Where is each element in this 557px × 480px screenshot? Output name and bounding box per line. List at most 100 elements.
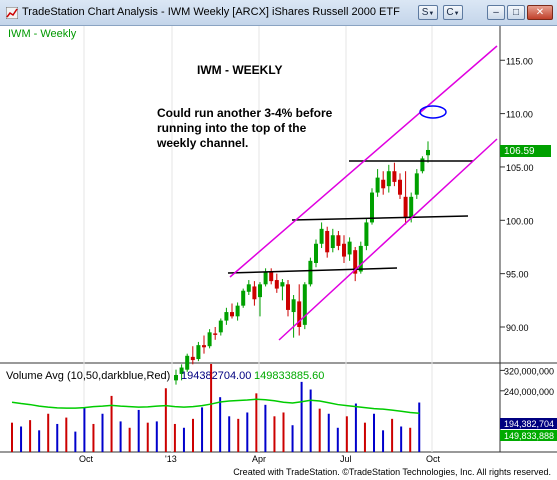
candle-body	[342, 243, 346, 257]
volume-tag-2	[500, 430, 557, 441]
app-icon	[6, 7, 18, 19]
candle-body	[302, 284, 307, 325]
volume-tick-label: 320,000,000	[504, 366, 554, 376]
candle-body	[218, 320, 223, 333]
chevron-down-icon: ▼	[428, 11, 435, 17]
candle-body	[370, 192, 374, 223]
support-line-100[interactable]	[291, 215, 469, 221]
channel-upper[interactable]	[229, 45, 498, 278]
price-tick-label: 95.00	[506, 270, 529, 280]
maximize-icon: □	[512, 7, 520, 18]
close-button[interactable]: ✕	[527, 5, 553, 20]
x-tick-apr: Apr	[252, 454, 266, 464]
candle-body	[358, 245, 363, 272]
candle-body	[375, 177, 380, 193]
chevron-down-icon: ▼	[453, 11, 460, 17]
candle-body	[269, 271, 274, 282]
maximize-button[interactable]: □	[507, 5, 525, 20]
candle-body	[241, 290, 246, 306]
series-label: IWM - Weekly	[8, 28, 77, 40]
volume-label: Volume Avg (10,50,darkblue,Red)	[6, 370, 170, 382]
candle-body	[308, 260, 313, 285]
candle-body	[280, 282, 285, 287]
candle-body	[174, 375, 178, 381]
title-bar: TradeStation Chart Analysis - IWM Weekly…	[0, 0, 557, 26]
volume-tick-label: 240,000,000	[504, 387, 554, 397]
candle-body	[274, 280, 279, 289]
candle-body	[246, 284, 251, 292]
candle-body	[207, 332, 212, 347]
s-button[interactable]: S▼	[418, 5, 438, 20]
annotation-line-3: weekly channel.	[156, 136, 248, 150]
candle-body	[353, 250, 358, 274]
price-axis	[500, 26, 557, 467]
volume-value-2: 149833885.60	[254, 370, 324, 382]
target-ellipse[interactable]	[419, 105, 447, 119]
candle-body	[202, 345, 206, 348]
chart-area[interactable]: 115.00 110.00 105.00 100.00 95.00 90.00 320,0…	[0, 26, 557, 467]
candle-body	[213, 333, 218, 335]
price-tick-label: 110.00	[506, 110, 533, 120]
support-line-95[interactable]	[227, 267, 398, 274]
volume-value-1: 194382704.00	[181, 370, 251, 382]
candle-body	[235, 305, 240, 317]
x-tick-oct-2: Oct	[426, 454, 441, 464]
candle-body	[403, 196, 408, 219]
footer: Created with TradeStation. ©TradeStation…	[0, 467, 557, 480]
candle-body	[392, 171, 397, 182]
candle-body	[336, 235, 341, 246]
candle-body	[286, 284, 290, 310]
last-price-tag	[500, 145, 551, 157]
candle-body	[381, 179, 386, 189]
price-ticks: 115.00 110.00 105.00 100.00 95.00 90.00	[500, 56, 534, 333]
candle-body	[291, 299, 296, 313]
price-tick-label: 115.00	[506, 56, 533, 66]
candle-body	[252, 286, 257, 300]
candle-body	[398, 179, 402, 195]
candle-body	[364, 222, 369, 246]
last-price: 106.59	[504, 146, 535, 157]
candle-body	[386, 171, 391, 187]
candle-body	[297, 301, 302, 327]
minimize-icon: –	[493, 7, 499, 18]
window-title: TradeStation Chart Analysis - IWM Weekly…	[22, 6, 400, 18]
c-button[interactable]: C▼	[443, 5, 463, 20]
price-tick-label: 105.00	[506, 163, 534, 173]
candle-body	[414, 173, 419, 195]
candles	[174, 141, 430, 385]
volume-tag-2-text: 149,833,888	[504, 431, 554, 441]
x-tick-13: '13	[165, 454, 177, 464]
candle-body	[263, 271, 268, 285]
candle-body	[426, 149, 430, 156]
candle-body	[409, 196, 414, 219]
x-tick-jul: Jul	[340, 454, 352, 464]
minimize-button[interactable]: –	[487, 5, 505, 20]
candle-body	[224, 312, 229, 321]
candle-body	[185, 355, 190, 370]
footer-credit: Created with TradeStation. ©TradeStation…	[233, 467, 551, 477]
annotation-title: IWM - WEEKLY	[197, 63, 283, 77]
volume-bars	[11, 364, 421, 452]
candle-body	[325, 230, 330, 253]
volume-tag-1-text: 194,382,704	[504, 419, 554, 429]
volume-ticks: 320,000,000 240,000,000	[500, 366, 554, 397]
candle-body	[330, 235, 335, 249]
annotation-line-1: Could run another 3-4% before	[157, 106, 333, 120]
candle-body	[420, 158, 425, 172]
volume-tag-1	[500, 418, 557, 429]
price-tick-label: 90.00	[506, 323, 529, 333]
candle-body	[347, 241, 352, 255]
candle-body	[190, 356, 195, 361]
close-icon: ✕	[535, 7, 545, 18]
candle-body	[258, 284, 262, 298]
candle-body	[230, 312, 234, 317]
candle-body	[179, 367, 184, 374]
candle-body	[314, 243, 318, 263]
volume-avg-line	[11, 398, 420, 414]
x-tick-oct: Oct	[79, 454, 94, 464]
annotation-line-2: running into the top of the	[157, 121, 307, 135]
candle-body	[196, 345, 201, 360]
price-tick-label: 100.00	[506, 216, 534, 226]
candle-body	[319, 228, 324, 244]
channel-lower[interactable]	[278, 138, 498, 341]
